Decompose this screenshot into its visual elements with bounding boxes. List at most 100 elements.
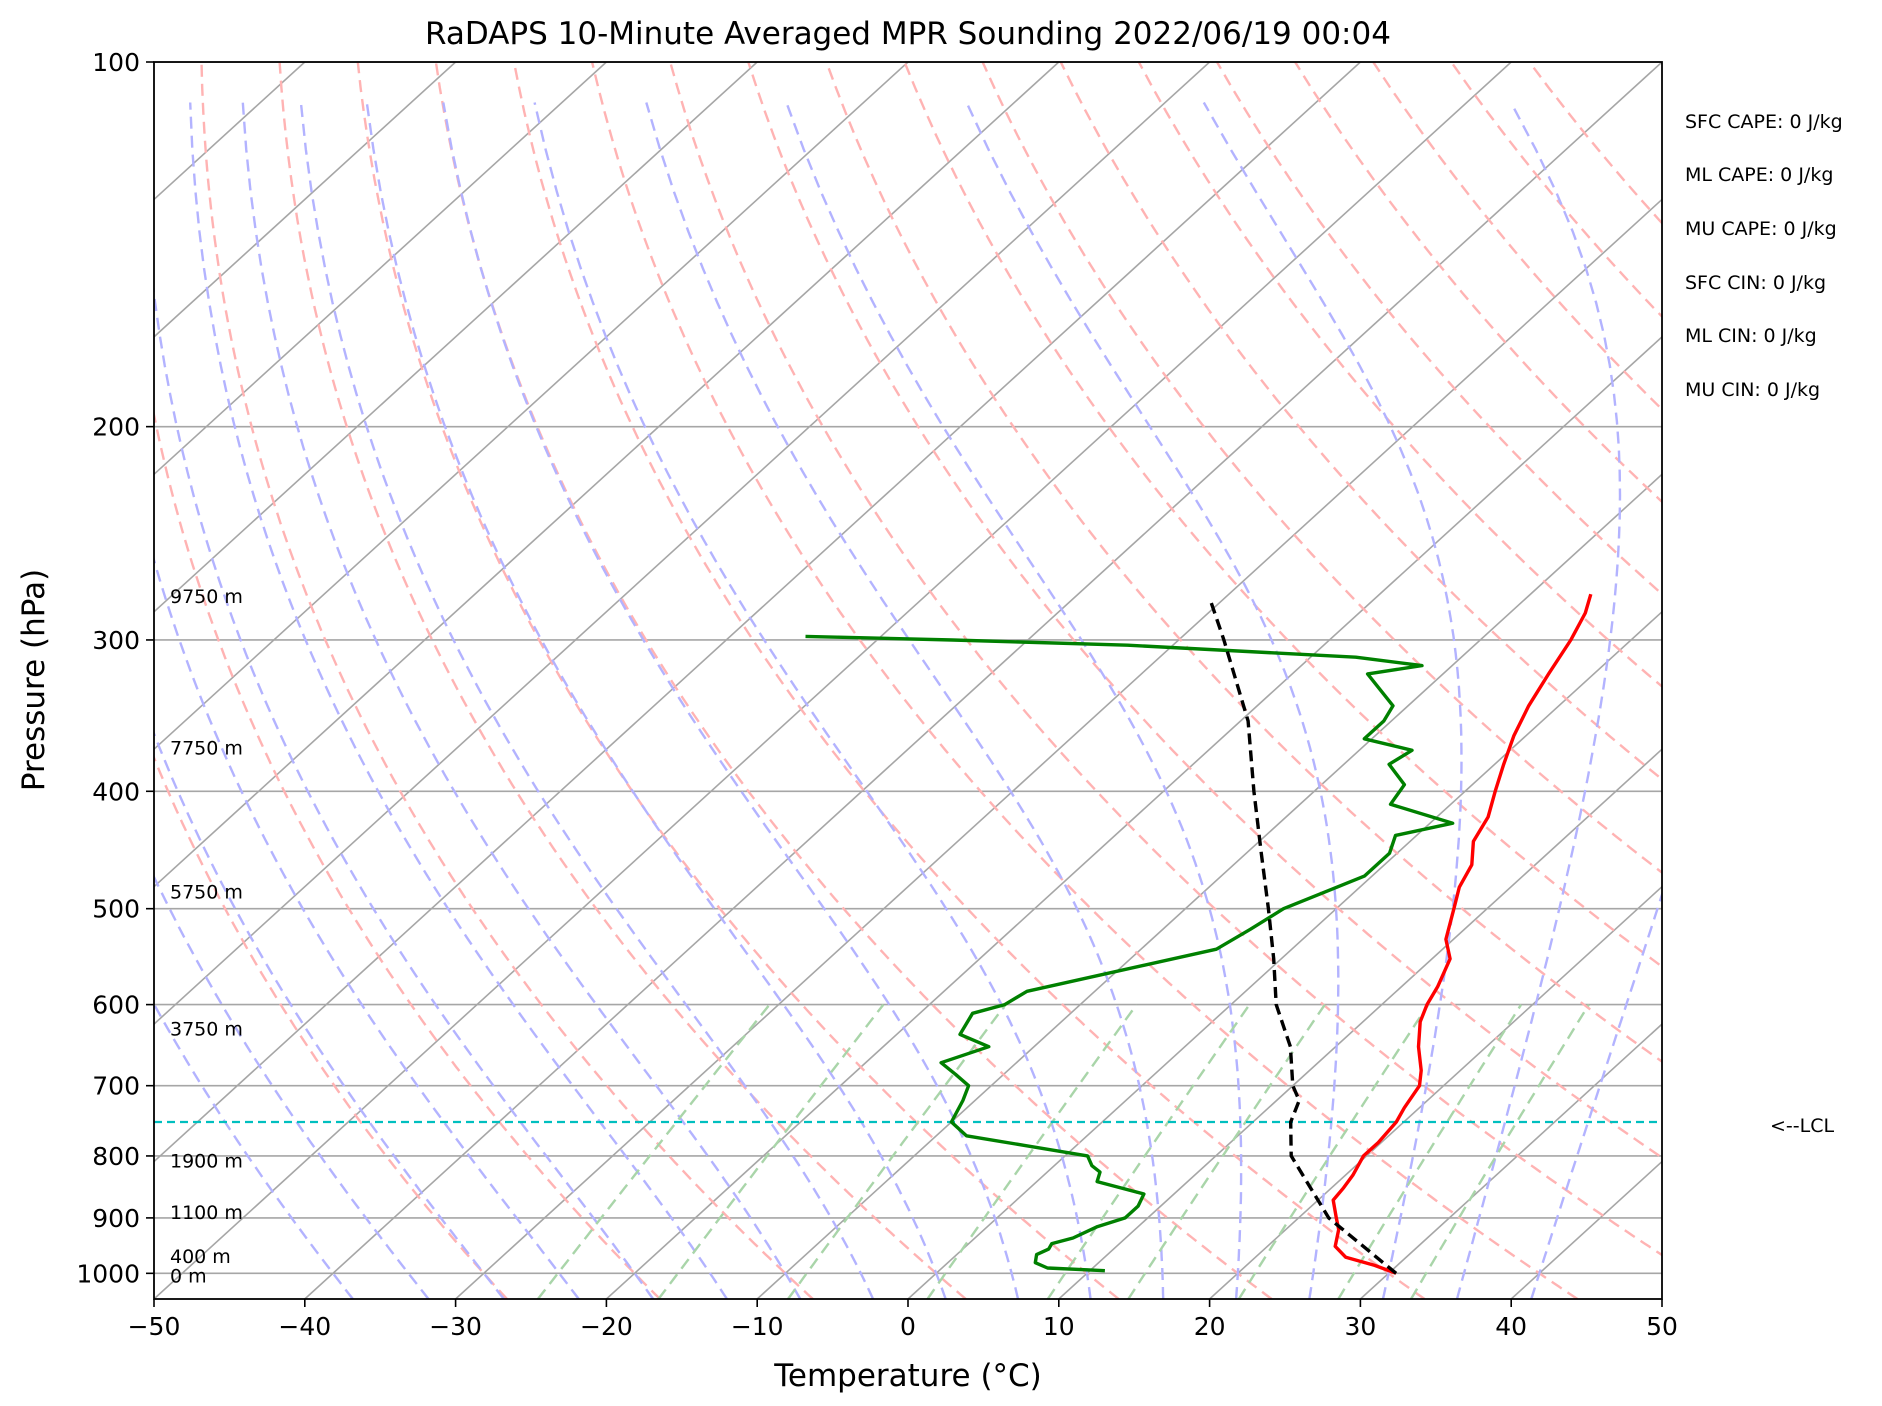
isotherm-line: [304, 62, 1662, 1299]
dry-adiabat-line: [200, 62, 814, 1299]
data-series: [154, 593, 1662, 1275]
dewpoint-line: [805, 634, 1455, 1273]
x-axis-label: Temperature (°C): [773, 1358, 1042, 1394]
moist-adiabat-line: [154, 1001, 354, 1299]
guide-lines: [0, 62, 1882, 1299]
height-label: 9750 m: [170, 586, 243, 608]
y-tick-label: 500: [92, 895, 140, 924]
x-tick-label: 10: [1043, 1312, 1075, 1341]
moist-adiabat-line: [1530, 890, 1662, 1299]
dry-adiabat-line: [590, 62, 1579, 1299]
moist-adiabat-line: [154, 555, 580, 1299]
mixing-ratio-line: [1237, 1003, 1430, 1299]
moist-adiabat-line: [154, 730, 505, 1299]
moist-adiabat-line: [645, 102, 1165, 1299]
stat-mu-cape: MU CAPE: 0 J/kg: [1685, 218, 1837, 240]
dry-adiabat-line: [981, 62, 1662, 875]
dry-adiabat-line: [1137, 62, 1662, 689]
stat-sfc-cin: SFC CIN: 0 J/kg: [1685, 272, 1827, 294]
height-labels: 9750 m 7750 m 5750 m 3750 m 1900 m 1100 m 400 …: [170, 586, 243, 1287]
isotherm-line: [154, 62, 1361, 1163]
dry-adiabat-line: [1528, 62, 1662, 225]
y-tick-label: 200: [92, 413, 140, 442]
dry-adiabat-line: [434, 62, 1273, 1299]
dry-adiabat-line: [154, 409, 661, 1299]
x-tick-label: −30: [429, 1312, 482, 1341]
isotherm-line: [907, 610, 1662, 1299]
y-tick-label: 800: [92, 1142, 140, 1171]
moist-adiabat-line: [365, 102, 947, 1299]
dry-adiabat-line: [356, 62, 1120, 1299]
isotherm-line: [1813, 62, 1882, 1299]
dry-adiabat-line: [278, 62, 967, 1299]
mixing-ratio-line: [1409, 1003, 1590, 1299]
dry-adiabat-line: [1215, 62, 1662, 596]
isotherm-line: [0, 62, 3, 1299]
x-tick-label: 40: [1495, 1312, 1527, 1341]
mixing-ratio-line: [1337, 1003, 1523, 1299]
mixing-ratio-line: [787, 1003, 1007, 1299]
x-tick-label: −40: [278, 1312, 331, 1341]
isotherm-line: [455, 198, 1662, 1299]
x-tick-label: 50: [1646, 1312, 1678, 1341]
lcl-label: <--LCL: [1770, 1115, 1835, 1137]
height-label: 1100 m: [170, 1202, 243, 1224]
isotherm-line: [1058, 748, 1662, 1299]
dry-adiabat-line: [154, 754, 508, 1299]
moist-adiabat-line: [241, 102, 802, 1299]
dry-adiabat-line: [1450, 62, 1662, 319]
x-tick-label: −50: [128, 1312, 181, 1341]
y-tick-label: 100: [92, 48, 140, 77]
isotherm-line: [1359, 1023, 1662, 1299]
isotherm-line: [154, 62, 457, 338]
isotherm-line: [1510, 1160, 1662, 1299]
moist-adiabat-line: [785, 102, 1243, 1299]
stat-ml-cin: ML CIN: 0 J/kg: [1685, 325, 1817, 347]
y-tick-label: 1000: [76, 1259, 140, 1288]
parcel-line: [1207, 597, 1398, 1275]
moist-adiabat-line: [1455, 101, 1622, 1299]
stat-ml-cape: ML CAPE: 0 J/kg: [1685, 164, 1834, 186]
y-tick-label: 900: [92, 1204, 140, 1233]
temperature-line: [1331, 593, 1593, 1275]
isotherm-line: [1661, 1297, 1662, 1299]
mixing-ratio-line: [536, 1003, 771, 1299]
x-tick-label: 20: [1194, 1312, 1226, 1341]
moist-adiabat-line: [1202, 101, 1463, 1299]
moist-adiabat-line: [154, 874, 430, 1299]
moist-adiabat-line: [299, 102, 875, 1299]
dry-adiabat-line: [825, 62, 1662, 1064]
moist-adiabat-line: [189, 102, 728, 1299]
dry-adiabat-line: [747, 62, 1662, 1160]
height-label: 5750 m: [170, 882, 243, 904]
mixing-ratio-line: [657, 1003, 885, 1299]
isotherm-line: [154, 62, 909, 751]
height-label: 7750 m: [170, 737, 243, 759]
mixing-ratio-line: [1046, 1003, 1251, 1299]
isotherm-line: [154, 62, 1211, 1026]
isotherm-line: [154, 62, 607, 476]
moist-adiabat-line: [965, 101, 1340, 1299]
moist-adiabat-line: [533, 102, 1092, 1299]
isotherm-line: [1209, 885, 1662, 1299]
isotherm-line: [154, 62, 758, 613]
isotherm-line: [154, 62, 1512, 1299]
dry-adiabat-line: [1372, 62, 1662, 411]
dry-adiabat-line: [903, 62, 1662, 969]
dry-adiabat-line: [1294, 62, 1662, 504]
y-tick-label: 700: [92, 1072, 140, 1101]
chart-title: RaDAPS 10-Minute Averaged MPR Sounding 2…: [425, 16, 1391, 52]
x-tick-label: −10: [731, 1312, 784, 1341]
isotherm-line: [154, 62, 1060, 888]
moist-adiabat-line: [154, 283, 655, 1299]
height-label: 400 m: [170, 1246, 231, 1268]
stat-sfc-cape: SFC CAPE: 0 J/kg: [1685, 111, 1843, 133]
moist-adiabat-line: [442, 102, 1020, 1299]
x-tick-label: 30: [1344, 1312, 1376, 1341]
x-tick-label: −20: [580, 1312, 633, 1341]
mixing-ratio-line: [1127, 1003, 1326, 1299]
dry-adiabat-line: [512, 62, 1426, 1299]
isotherm-line: [756, 473, 1662, 1299]
